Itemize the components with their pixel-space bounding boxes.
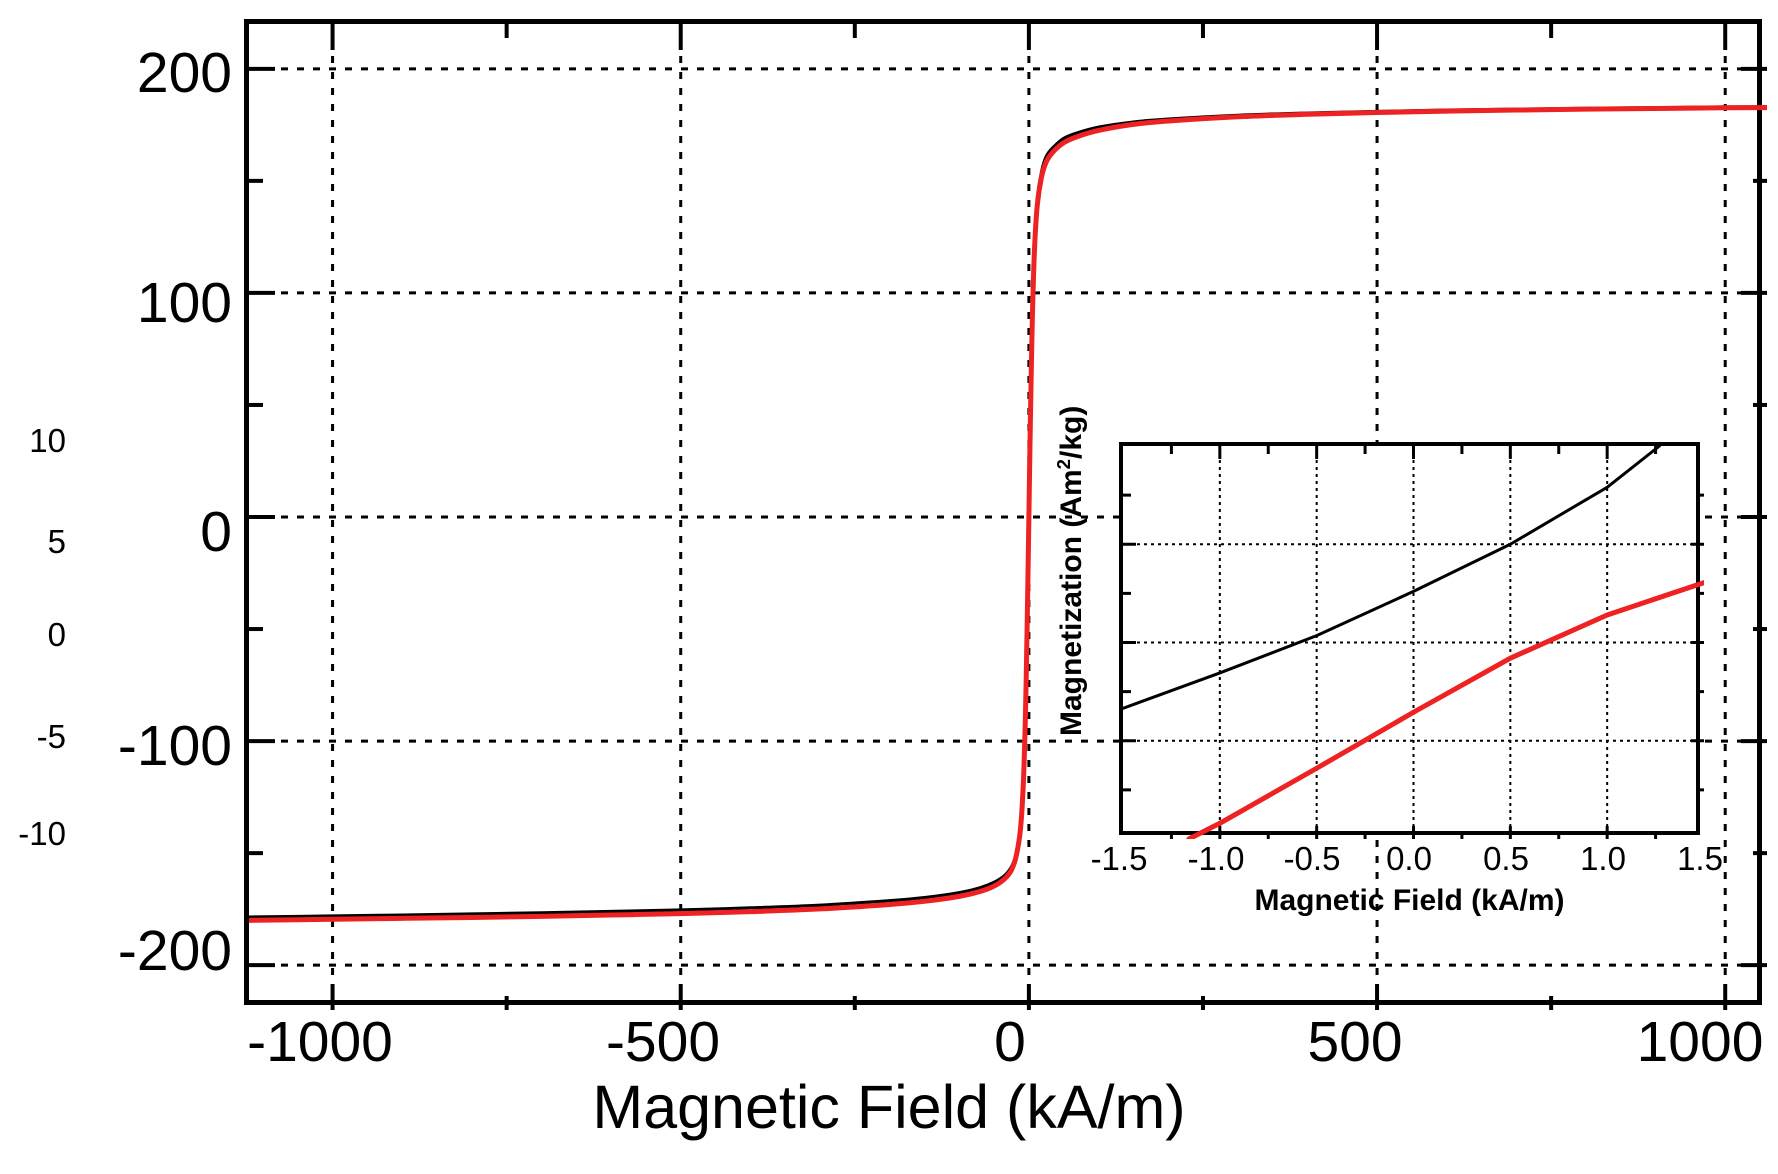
inset-series-line-black	[1123, 446, 1661, 710]
inset-axis-ticks	[1123, 446, 1704, 839]
inset-y-axis-title-exponent: 2	[1053, 458, 1074, 470]
inset-xtick-label: 0.5	[1483, 840, 1529, 877]
inset-xtick-label: -1.5	[1090, 840, 1148, 877]
main-axis-ticks	[249, 24, 1767, 1010]
inset-plot-svg	[1123, 446, 1704, 839]
inset-ytick-label: -5	[36, 718, 66, 755]
main-ytick-label: 100	[136, 271, 232, 335]
main-ytick-label: -100	[117, 714, 232, 778]
inset-xtick-label: 0.0	[1386, 840, 1432, 877]
main-ytick-label: -200	[117, 919, 232, 983]
inset-ytick-label: 10	[29, 422, 66, 459]
inset-gridlines	[1123, 446, 1704, 839]
main-xtick-label: 0	[994, 1010, 1026, 1074]
inset-y-axis-title: Magnetization (Am2/kg)	[1053, 406, 1089, 736]
inset-xtick-label: 1.5	[1677, 840, 1723, 877]
main-xtick-label: 500	[1307, 1010, 1403, 1074]
inset-series-line-red	[1186, 580, 1704, 839]
inset-ytick-label: -10	[18, 815, 66, 852]
inset-xtick-label: -1.0	[1187, 840, 1245, 877]
inset-y-axis-title-suffix: /kg)	[1055, 405, 1088, 459]
inset-xtick-label: -0.5	[1283, 840, 1341, 877]
main-ytick-label: 0	[200, 500, 232, 564]
inset-y-axis-title-text: Magnetization (Am	[1055, 469, 1088, 736]
main-xtick-label: 1000	[1636, 1010, 1764, 1074]
series-line-red	[249, 105, 1767, 923]
main-xtick-label: -1000	[247, 1010, 393, 1074]
inset-x-axis-title: Magnetic Field (kA/m)	[1254, 884, 1565, 917]
inset-xtick-label: 1.0	[1580, 840, 1626, 877]
main-x-axis-title: Magnetic Field (kA/m)	[592, 1073, 1186, 1141]
inset-plot-frame	[1119, 442, 1704, 839]
inset-ytick-label: 0	[47, 616, 66, 653]
main-ytick-label: 200	[136, 41, 232, 105]
inset-ytick-label: 5	[47, 523, 66, 560]
main-xtick-label: -500	[605, 1010, 721, 1074]
